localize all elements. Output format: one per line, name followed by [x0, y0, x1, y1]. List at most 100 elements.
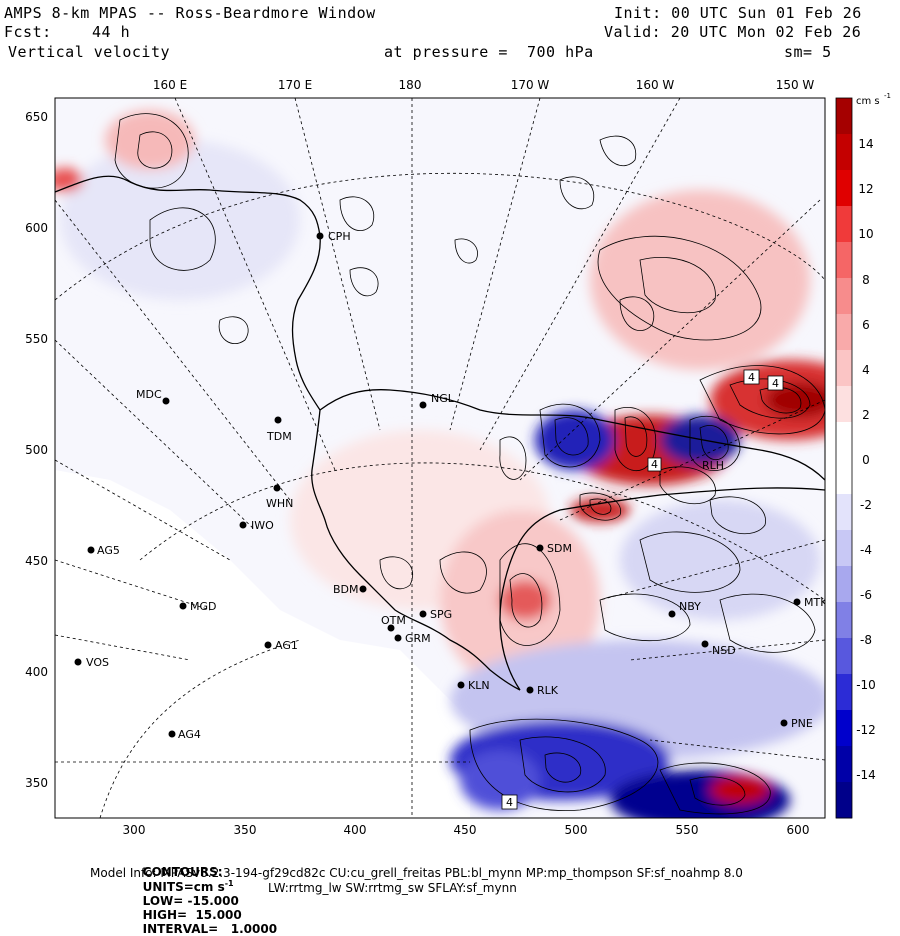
colorbar-segment-negative	[836, 782, 852, 819]
units-exp: -1	[224, 879, 234, 888]
colorbar-segment-positive	[836, 422, 852, 459]
colorbar-segment-positive	[836, 278, 852, 315]
coastline	[55, 175, 825, 691]
colorbar-segment-positive	[836, 386, 852, 423]
svg-text:NBY: NBY	[679, 600, 701, 613]
station-vos[interactable]: VOS	[74, 656, 109, 669]
svg-text:400: 400	[25, 665, 48, 679]
station-cph[interactable]: CPH	[316, 230, 351, 243]
station-mgd[interactable]: MGD	[179, 600, 217, 613]
stations: CPH NGL MDC TDM WHN IWO AG5 SDM BDM SPG …	[74, 230, 829, 741]
contours-label: CONTOURS:	[142, 865, 223, 879]
station-ag1[interactable]: AG1	[264, 639, 298, 652]
station-rlh[interactable]: RLH	[702, 459, 724, 472]
svg-text:350: 350	[25, 776, 48, 790]
station-nby[interactable]: NBY	[668, 600, 702, 618]
forecast-label: Fcst:	[4, 23, 52, 41]
svg-text:180: 180	[399, 78, 422, 92]
svg-text:150 W: 150 W	[776, 78, 815, 92]
svg-text:-14: -14	[856, 768, 876, 782]
station-whn[interactable]: WHN	[266, 484, 293, 511]
svg-text:IWO: IWO	[251, 519, 274, 532]
svg-text:GRM: GRM	[405, 632, 431, 645]
svg-text:650: 650	[25, 110, 48, 124]
colorbar-segment-positive	[836, 242, 852, 279]
svg-text:RLK: RLK	[537, 684, 559, 697]
svg-text:500: 500	[565, 823, 588, 837]
svg-text:PNE: PNE	[791, 717, 813, 730]
svg-text:500: 500	[25, 443, 48, 457]
model-info: Model Info: MPASv8.2.3-194-gf29cd82c CU:…	[90, 866, 743, 880]
low-value: LOW= -15.000	[142, 894, 239, 908]
svg-text:6: 6	[862, 318, 870, 332]
svg-text:RLH: RLH	[702, 459, 724, 472]
contour-lines	[114, 113, 825, 815]
svg-text:-12: -12	[856, 723, 876, 737]
plot-title: AMPS 8-km MPAS -- Ross-Beardmore Window	[4, 4, 376, 22]
colorbar-segment-positive	[836, 134, 852, 171]
svg-text:OTM: OTM	[381, 614, 406, 627]
colorbar-segment-negative	[836, 638, 852, 675]
svg-text:400: 400	[344, 823, 367, 837]
svg-text:CPH: CPH	[328, 230, 351, 243]
station-nsd[interactable]: NSD	[701, 640, 736, 658]
svg-text:MTK: MTK	[804, 596, 828, 609]
station-otm[interactable]: OTM	[381, 614, 406, 632]
svg-text:10: 10	[858, 227, 873, 241]
init-time: Init: 00 UTC Sun 01 Feb 26	[614, 4, 862, 22]
svg-text:TDM: TDM	[266, 430, 292, 443]
svg-text:170 W: 170 W	[511, 78, 550, 92]
svg-text:4: 4	[506, 796, 513, 809]
svg-text:KLN: KLN	[468, 679, 490, 692]
contours-info: CONTOURS: UNITS=cm s-1 LOW= -15.000 HIGH…	[135, 851, 277, 936]
colorbar-segment-negative	[836, 566, 852, 603]
colorbar: cm s -1 14 12 10 8 6 4 2 0 -2 -4 -6 -8 -…	[835, 92, 891, 819]
station-ag4[interactable]: AG4	[168, 728, 201, 741]
svg-text:NSD: NSD	[712, 644, 736, 657]
station-spg[interactable]: SPG	[419, 608, 453, 621]
svg-text:600: 600	[787, 823, 810, 837]
svg-text:-10: -10	[856, 678, 876, 692]
svg-text:170 E: 170 E	[278, 78, 312, 92]
velocity-field: CPH NGL MDC TDM WHN IWO AG5 SDM BDM SPG …	[55, 98, 829, 818]
svg-text:4: 4	[772, 377, 779, 390]
valid-time: Valid: 20 UTC Mon 02 Feb 26	[604, 23, 862, 41]
svg-text:AG1: AG1	[275, 639, 298, 652]
svg-text:350: 350	[234, 823, 257, 837]
colorbar-segment-positive	[836, 314, 852, 351]
map-frame	[54, 97, 826, 819]
high-value: HIGH= 15.000	[142, 908, 242, 922]
station-grm[interactable]: GRM	[394, 632, 431, 645]
svg-text:600: 600	[25, 221, 48, 235]
svg-text:4: 4	[651, 458, 658, 471]
svg-text:8: 8	[862, 273, 870, 287]
y-axis: 650 600 550 500 450 400 350	[25, 110, 48, 790]
station-bdm[interactable]: BDM	[333, 583, 367, 596]
units-label: UNITS=cm s	[142, 880, 225, 894]
station-kln[interactable]: KLN	[457, 679, 490, 692]
station-rlk[interactable]: RLK	[526, 684, 559, 697]
svg-text:MDC: MDC	[136, 388, 162, 401]
station-sdm[interactable]: SDM	[536, 542, 572, 555]
station-mdc[interactable]: MDC	[136, 388, 170, 405]
svg-text:300: 300	[123, 823, 146, 837]
svg-text:BDM: BDM	[333, 583, 359, 596]
svg-text:450: 450	[454, 823, 477, 837]
colorbar-segment-negative	[836, 530, 852, 567]
model-info-line2: LW:rrtmg_lw SW:rrtmg_sw SFLAY:sf_mynn	[268, 881, 517, 895]
colorbar-segment-positive	[836, 170, 852, 207]
station-pne[interactable]: PNE	[780, 717, 813, 730]
colorbar-segment-negative	[836, 746, 852, 783]
colorbar-segment-negative	[836, 710, 852, 747]
colorbar-segment-negative	[836, 458, 852, 495]
svg-text:0: 0	[862, 453, 870, 467]
station-iwo[interactable]: IWO	[239, 519, 275, 532]
station-tdm[interactable]: TDM	[266, 416, 292, 444]
station-ag5[interactable]: AG5	[87, 544, 120, 557]
colorbar-segment-negative	[836, 494, 852, 531]
svg-text:-2: -2	[860, 498, 872, 512]
station-mtk[interactable]: MTK	[793, 596, 829, 609]
x-axis: 300 350 400 450 500 550 600	[123, 823, 810, 837]
station-ngl[interactable]: NGL	[419, 392, 455, 409]
top-longitude-labels: 160 E 170 E 180 170 W 160 W 150 W	[153, 78, 815, 92]
